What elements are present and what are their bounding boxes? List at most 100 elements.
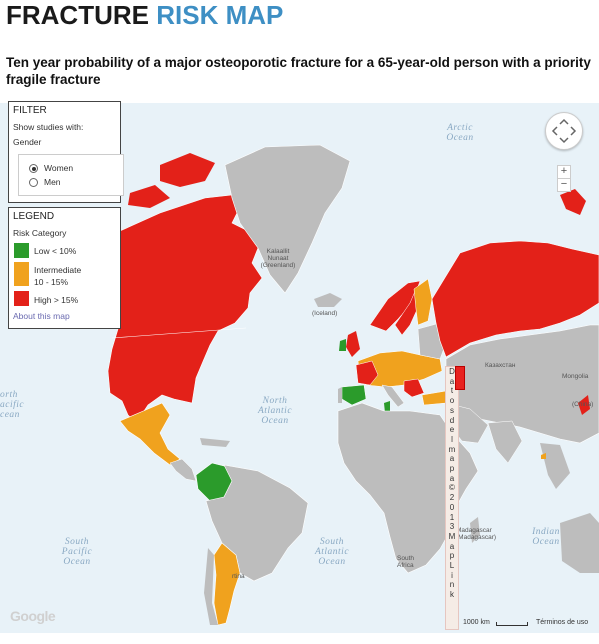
country-australia[interactable] [560, 513, 599, 573]
attribution-char: s [450, 405, 454, 415]
place-label-greenland: Kalaallit Nunaat (Greenland) [260, 248, 296, 269]
country-uk[interactable] [346, 331, 360, 357]
radio-men-label[interactable]: Men [44, 177, 61, 187]
legend-category-label: Risk Category [13, 228, 67, 238]
pan-control[interactable] [545, 112, 583, 150]
country-tunisia[interactable] [384, 401, 390, 413]
country-finland[interactable] [413, 278, 433, 326]
country-japan[interactable] [578, 395, 590, 415]
country-portugal[interactable] [338, 387, 342, 403]
google-logo: Google [10, 608, 56, 624]
country-russia[interactable] [431, 240, 599, 358]
country-russia-far-east[interactable] [560, 189, 586, 215]
filter-panel: FILTER Show studies with: Gender Women M… [8, 101, 124, 203]
radio-women[interactable] [29, 164, 38, 173]
legend-label-low: Low < 10% [34, 246, 77, 256]
scale-label: 1000 km [463, 619, 490, 626]
highlight-tab [455, 366, 465, 390]
ocean-label-arctic: Arctic Ocean [446, 123, 474, 143]
region-south-america[interactable] [205, 464, 309, 582]
pan-arrows-icon [551, 118, 577, 144]
place-label-china: (China) [572, 401, 594, 408]
attribution-char: 2 [449, 493, 455, 503]
attribution-char: o [449, 396, 455, 406]
legend-label-high: High > 15% [34, 295, 79, 305]
attribution-char: M [448, 531, 456, 541]
ocean-label-south-pacific: South Pacific Ocean [61, 537, 93, 567]
zoom-in-button[interactable]: + [557, 165, 571, 179]
country-iceland[interactable] [314, 293, 342, 307]
attribution-char: i [451, 570, 453, 580]
place-label-iceland: (Iceland) [312, 310, 338, 317]
attribution-char: 0 [449, 502, 455, 512]
title-part-fracture: FRACTURE [6, 0, 149, 30]
attribution-char: n [449, 580, 455, 590]
ocean-label-north-atlantic: North Atlantic Ocean [257, 396, 293, 426]
legend-panel: LEGEND Risk Category Low < 10% Intermedi… [8, 207, 121, 329]
country-balkans[interactable] [403, 378, 425, 398]
attribution-char: a [449, 473, 455, 483]
place-label-argentina: rtina [232, 573, 245, 580]
terms-link[interactable]: Términos de uso [536, 619, 589, 626]
country-madagascar[interactable] [470, 517, 480, 543]
country-mexico[interactable] [119, 402, 181, 466]
radio-women-label[interactable]: Women [44, 163, 74, 173]
title-part-risk-map: RISK MAP [156, 0, 284, 30]
place-label-madagascar: Madagascar (Madagascar) [456, 527, 497, 541]
attribution-char: d [449, 415, 455, 425]
country-canada-islands[interactable] [160, 153, 215, 187]
country-greenland[interactable] [224, 144, 351, 294]
legend-label-intermediate-range: 10 - 15% [34, 277, 69, 287]
region-caribbean[interactable] [200, 438, 230, 447]
attribution-char: k [450, 590, 454, 600]
place-label-south-africa: South Africa [397, 555, 414, 569]
about-map-link[interactable]: About this map [13, 311, 70, 321]
place-label-mongolia: Mongolia [562, 373, 589, 380]
gender-radio-group: Women Men [18, 154, 124, 196]
region-south-asia[interactable] [487, 420, 523, 464]
attribution-char: a [449, 454, 455, 464]
region-southeast-asia[interactable] [540, 443, 570, 489]
attribution-char: m [448, 444, 456, 454]
legend-swatch-intermediate [14, 262, 29, 286]
country-argentina[interactable] [213, 542, 241, 626]
country-ireland[interactable] [339, 339, 346, 351]
country-canada-arctic[interactable] [128, 185, 170, 208]
filter-gender-label: Gender [13, 137, 42, 147]
radio-men[interactable] [29, 178, 38, 187]
country-france[interactable] [355, 360, 379, 386]
legend-swatch-low [14, 243, 29, 258]
country-italy[interactable] [381, 384, 405, 408]
map-subtitle: Ten year probability of a major osteopor… [6, 55, 591, 87]
map-canvas[interactable] [0, 103, 599, 633]
attribution-char: a [449, 376, 455, 386]
attribution-char: 3 [449, 522, 455, 532]
attribution-char: L [449, 561, 455, 571]
place-label-kazakhstan: Казахстан [485, 362, 516, 369]
attribution-char: a [449, 541, 455, 551]
attribution-char: e [449, 425, 455, 435]
attribution-char: t [450, 386, 454, 396]
attribution-char: p [449, 551, 455, 561]
world-map[interactable]: Arctic Ocean North Atlantic Ocean orth a… [0, 103, 599, 633]
attribution-char: 1 [449, 512, 455, 522]
ocean-label-south-atlantic: South Atlantic Ocean [314, 537, 350, 567]
zoom-out-button[interactable]: − [557, 178, 571, 192]
scale-bar [496, 622, 528, 626]
attribution-char: D [449, 367, 455, 376]
legend-label-intermediate: Intermediate [34, 265, 82, 275]
country-chile[interactable] [204, 548, 218, 625]
attribution-char: l [451, 434, 453, 444]
ocean-label-north-pacific: orth acific cean [0, 390, 25, 420]
country-hong-kong[interactable] [541, 453, 546, 459]
region-central-america[interactable] [169, 458, 197, 482]
filter-heading: FILTER [13, 105, 47, 116]
legend-heading: LEGEND [13, 211, 55, 222]
attribution-char: p [449, 464, 455, 474]
filter-show-label: Show studies with: [13, 122, 84, 132]
page-title: FRACTURE RISK MAP [6, 0, 283, 30]
ocean-label-indian: Indian Ocean [532, 527, 560, 547]
attribution-char: © [449, 483, 455, 493]
legend-swatch-high [14, 291, 29, 306]
